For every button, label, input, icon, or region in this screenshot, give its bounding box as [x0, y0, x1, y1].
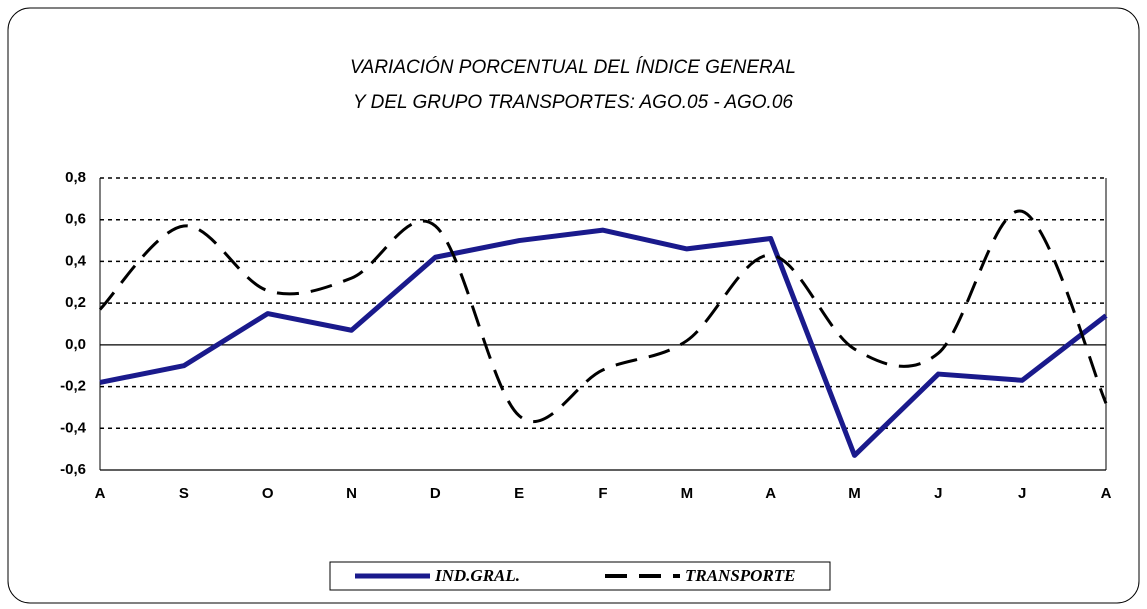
- y-tick-label: -0,4: [60, 419, 87, 436]
- x-tick-label: A: [1101, 485, 1112, 502]
- x-tick-label: A: [95, 485, 106, 502]
- y-tick-label: -0,2: [60, 378, 86, 395]
- x-tick-label: N: [346, 485, 357, 502]
- x-tick-label: M: [681, 485, 694, 502]
- x-tick-label: J: [934, 485, 942, 502]
- x-tick-label: D: [430, 485, 441, 502]
- y-tick-label: -0,6: [60, 461, 86, 478]
- legend-label: IND.GRAL.: [434, 566, 520, 585]
- y-tick-label: 0,0: [65, 336, 86, 353]
- chart-subtitle: Y DEL GRUPO TRANSPORTES: AGO.05 - AGO.06: [353, 92, 793, 113]
- line-series: [98, 209, 1108, 424]
- y-tick-label: 0,4: [65, 252, 87, 269]
- x-tick-label: A: [765, 485, 776, 502]
- x-tick-label: E: [514, 485, 524, 502]
- line-series: [99, 227, 1108, 458]
- x-tick-label: J: [1018, 485, 1026, 502]
- x-tick-label: O: [262, 485, 274, 502]
- chart-title: VARIACIÓN PORCENTUAL DEL ÍNDICE GENERAL: [350, 56, 796, 78]
- y-tick-label: 0,8: [65, 169, 86, 186]
- legend-label: TRANSPORTE: [685, 566, 796, 585]
- frame: [7, 7, 1140, 604]
- x-tick-label: S: [179, 485, 189, 502]
- y-tick-label: 0,6: [65, 211, 86, 228]
- x-tick-label: M: [848, 485, 861, 502]
- y-tick-label: 0,2: [65, 294, 86, 311]
- x-tick-label: F: [598, 485, 607, 502]
